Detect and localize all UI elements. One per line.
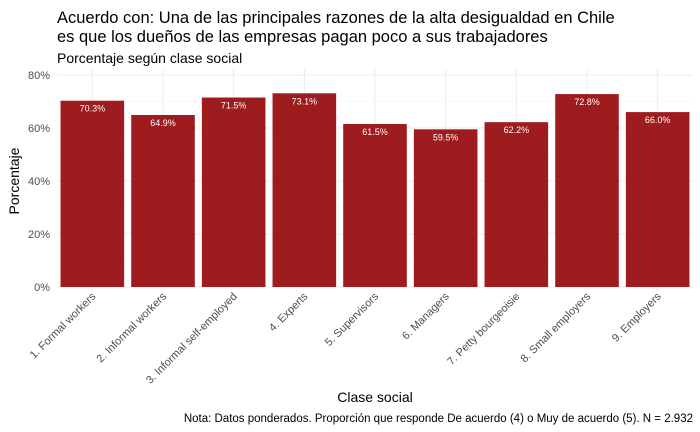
x-tick-label: 2. Informal workers (94, 290, 169, 365)
x-tick-label: 7. Petty bourgeoisie (445, 291, 522, 368)
chart-subtitle: Porcentaje según clase social (57, 50, 242, 66)
x-tick-label: 5. Supervisors (323, 290, 382, 349)
bar-value-label: 70.3% (80, 104, 106, 114)
bar-value-label: 72.8% (574, 97, 600, 107)
chart-title-line-2: es que los dueños de las empresas pagan … (57, 28, 548, 46)
bar-value-label: 62.2% (504, 125, 530, 135)
data-labels: 70.3% 64.9% 71.5% 73.1% 61.5% 59.5% 62.2% 72.8%… (80, 96, 671, 142)
x-tick-label: 8. Small employers (518, 290, 593, 365)
x-axis-title: Clase social (337, 389, 412, 405)
chart-title-line-1: Acuerdo con: Una de las principales razo… (57, 9, 615, 27)
bar (625, 112, 690, 287)
x-tick-label: 6. Managers (400, 290, 452, 342)
y-tick-label: 80% (28, 70, 50, 82)
bar (201, 97, 266, 288)
bar-value-label: 73.1% (292, 96, 318, 106)
bars (60, 93, 690, 288)
y-axis-ticks: 0% 20% 40% 60% 80% (28, 70, 50, 294)
bar (484, 122, 549, 287)
bar-value-label: 59.5% (433, 132, 459, 142)
bar (60, 100, 125, 287)
chart-caption: Nota: Datos ponderados. Proporción que r… (184, 413, 693, 425)
bar-value-label: 64.9% (150, 118, 176, 128)
y-tick-label: 0% (34, 282, 50, 294)
x-tick-label: 9. Employers (610, 290, 664, 344)
y-tick-label: 20% (28, 229, 50, 241)
bar (413, 129, 478, 287)
y-tick-label: 60% (28, 123, 50, 135)
bar-value-label: 71.5% (221, 101, 247, 111)
bar-value-label: 66.0% (645, 115, 671, 125)
bar (131, 115, 195, 287)
y-axis-title: Porcentaje (6, 147, 22, 214)
y-tick-label: 40% (28, 176, 50, 188)
bar-value-label: 61.5% (362, 127, 388, 137)
x-tick-label: 4. Experts (267, 290, 311, 334)
x-tick-label: 1. Formal workers (28, 290, 99, 361)
bar (343, 124, 407, 288)
bar (555, 94, 619, 287)
bar (272, 93, 337, 287)
